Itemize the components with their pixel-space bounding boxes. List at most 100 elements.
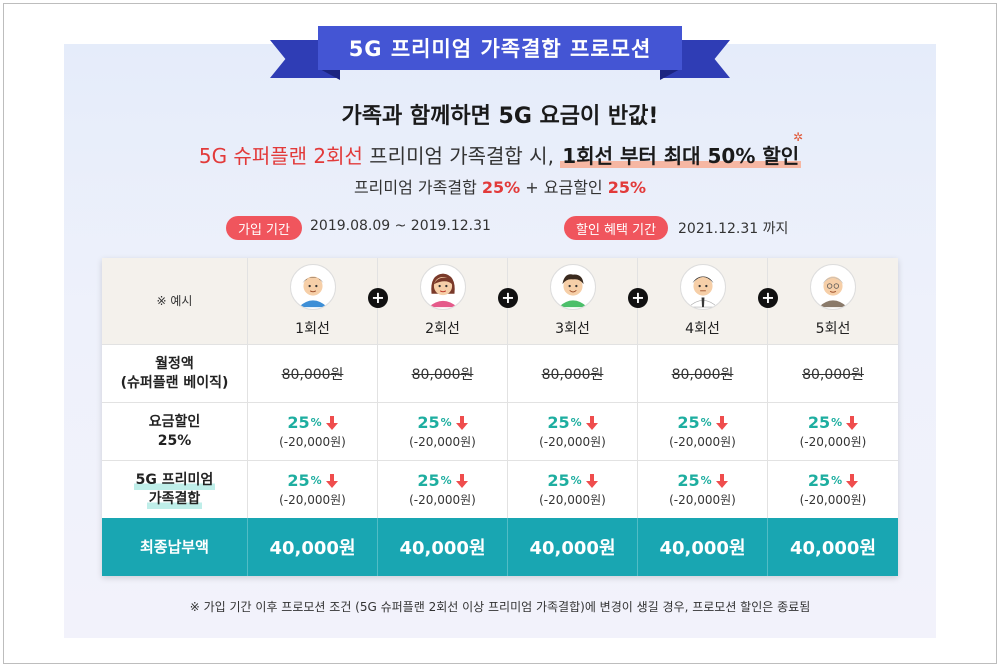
sparkle-icon: ✲	[793, 130, 804, 144]
rate-discount-amount: (-20,000원)	[799, 435, 867, 449]
pct-number: 25	[417, 413, 440, 432]
join-period-badge: 가입 기간	[226, 216, 302, 240]
benefit-period-value: 2021.12.31 까지	[678, 221, 789, 237]
rate-discount-cell: 25% (-20,000원)	[248, 403, 378, 460]
woman-avatar-icon	[419, 264, 466, 310]
family-discount-label-2: 가족결합	[146, 489, 203, 509]
rate-discount-label-2: 25%	[157, 432, 192, 449]
sub-family-label: 프리미엄 가족결합	[353, 178, 482, 197]
rate-discount-label: 요금할인 25%	[102, 403, 248, 460]
rate-discount-amount: (-20,000원)	[669, 435, 736, 449]
footnote: ※ 가입 기간 이후 프로모션 조건 (5G 슈퍼플랜 2회선 이상 프리미엄 …	[189, 600, 811, 614]
down-arrow-icon	[846, 473, 859, 488]
family-discount-amount: (-20,000원)	[539, 493, 606, 507]
monthly-fee-cell: 80,000원	[638, 345, 768, 402]
family-discount-cell: 25% (-20,000원)	[248, 461, 378, 518]
down-arrow-icon	[455, 473, 468, 488]
down-arrow-icon	[325, 473, 338, 488]
family-discount-cell: 25% (-20,000원)	[378, 461, 508, 518]
pct-number: 25	[547, 471, 570, 490]
family-discount-cell: 25% (-20,000원)	[508, 461, 638, 518]
family-discount-pct: 25%	[807, 471, 859, 490]
line-column-4: 4회선	[638, 258, 768, 344]
plus-icon: +	[368, 288, 388, 308]
rate-discount-amount: (-20,000원)	[279, 435, 346, 449]
rate-discount-cell: 25% (-20,000원)	[638, 403, 768, 460]
family-discount-pct: 25%	[417, 471, 468, 490]
line-column-1: 1회선	[248, 258, 378, 344]
headline: 가족과 함께하면 5G 요금이 반값!	[341, 104, 659, 129]
line-column-5: 5회선	[768, 258, 898, 344]
pct-unit: %	[700, 474, 712, 487]
pct-number: 25	[677, 413, 700, 432]
line-name-1: 1회선	[295, 321, 330, 337]
monthly-fee-label: 월정액 (슈퍼플랜 베이직)	[102, 345, 248, 402]
family-discount-pct: 25%	[287, 471, 338, 490]
pct-unit: %	[310, 416, 322, 429]
monthly-fee-cell: 80,000원	[508, 345, 638, 402]
monthly-fee-label-1: 월정액	[155, 355, 194, 372]
line-name-3: 3회선	[555, 321, 590, 337]
promo-plan: 5G 슈퍼플랜 2회선	[198, 144, 363, 168]
pct-unit: %	[310, 474, 322, 487]
promo-line: 5G 슈퍼플랜 2회선 프리미엄 가족결합 시, 1회선 부터 최대 50% 할…	[0, 140, 1000, 169]
monthly-fee-value: 80,000원	[802, 366, 864, 383]
line-name-5: 5회선	[815, 321, 851, 337]
family-discount-cell: 25% (-20,000원)	[768, 461, 898, 518]
rate-discount-cell: 25% (-20,000원)	[378, 403, 508, 460]
family-discount-label-1: 5G 프리미엄	[133, 470, 216, 490]
plus-icon: +	[498, 288, 518, 308]
down-arrow-icon	[846, 415, 859, 430]
final-payment-value: 40,000원	[378, 518, 508, 576]
family-discount-amount: (-20,000원)	[799, 493, 867, 507]
sub-rate-pct: 25%	[607, 178, 647, 197]
monthly-fee-row: 월정액 (슈퍼플랜 베이직) 80,000원 80,000원 80,000원 8…	[102, 344, 898, 402]
example-label: ※ 예시	[102, 258, 248, 344]
rate-discount-row: 요금할인 25% 25% (-20,000원) 25% (-20,000원) 2…	[102, 402, 898, 460]
banner-title: 5G 프리미엄 가족결합 프로모션	[318, 26, 682, 70]
down-arrow-icon	[325, 415, 338, 430]
pct-unit: %	[440, 474, 452, 487]
family-discount-label: 5G 프리미엄 가족결합	[102, 461, 248, 518]
pct-unit: %	[831, 474, 843, 487]
final-payment-value: 40,000원	[638, 518, 768, 576]
benefit-period-badge: 할인 혜택 기간	[564, 216, 669, 240]
pct-number: 25	[547, 413, 570, 432]
final-payment-row: 최종납부액 40,000원 40,000원 40,000원 40,000원 40…	[102, 518, 898, 576]
pct-unit: %	[700, 416, 712, 429]
rate-discount-pct: 25%	[547, 413, 598, 432]
final-payment-value: 40,000원	[248, 518, 378, 576]
family-discount-amount: (-20,000원)	[279, 493, 346, 507]
pct-number: 25	[807, 471, 831, 490]
sub-rate-label: + 요금할인	[520, 178, 608, 197]
sub-family-pct: 25%	[481, 178, 521, 197]
monthly-fee-value: 80,000원	[541, 366, 604, 383]
rate-discount-cell: 25% (-20,000원)	[768, 403, 898, 460]
man-suit-avatar-icon	[679, 264, 726, 310]
pct-unit: %	[831, 416, 843, 429]
promo-middle: 프리미엄 가족결합 시,	[362, 144, 561, 168]
monthly-fee-cell: 80,000원	[768, 345, 898, 402]
rate-discount-pct: 25%	[287, 413, 338, 432]
rate-discount-label-1: 요금할인	[148, 413, 201, 430]
rate-discount-pct: 25%	[807, 413, 859, 432]
join-period-value: 2019.08.09 ~ 2019.12.31	[310, 218, 491, 234]
rate-discount-pct: 25%	[677, 413, 728, 432]
monthly-fee-label-2: (슈퍼플랜 베이직)	[120, 374, 229, 391]
rate-discount-cell: 25% (-20,000원)	[508, 403, 638, 460]
down-arrow-icon	[715, 415, 728, 430]
monthly-fee-value: 80,000원	[281, 366, 344, 383]
monthly-fee-value: 80,000원	[671, 366, 734, 383]
discount-table: ※ 예시 1회선 2회선	[102, 258, 898, 576]
pct-unit: %	[570, 416, 582, 429]
monthly-fee-value: 80,000원	[411, 366, 474, 383]
pct-number: 25	[807, 413, 831, 432]
rate-discount-pct: 25%	[417, 413, 468, 432]
pct-number: 25	[417, 471, 440, 490]
line-name-4: 4회선	[685, 321, 720, 337]
down-arrow-icon	[585, 415, 598, 430]
family-discount-cell: 25% (-20,000원)	[638, 461, 768, 518]
pct-number: 25	[287, 413, 310, 432]
pct-unit: %	[440, 416, 452, 429]
family-discount-amount: (-20,000원)	[409, 493, 476, 507]
